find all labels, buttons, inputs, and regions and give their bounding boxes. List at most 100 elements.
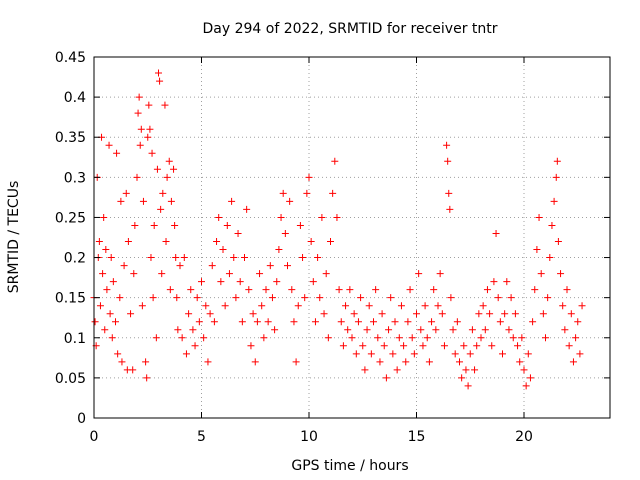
- data-point: [512, 310, 519, 317]
- data-point: [576, 350, 583, 357]
- data-point: [92, 318, 99, 325]
- data-point: [523, 382, 530, 389]
- data-point: [207, 310, 214, 317]
- data-point: [220, 246, 227, 253]
- data-point: [252, 358, 259, 365]
- data-point: [542, 334, 549, 341]
- data-point: [97, 302, 104, 309]
- data-point: [137, 142, 144, 149]
- data-point: [419, 342, 426, 349]
- data-point: [102, 246, 109, 253]
- data-point: [96, 238, 103, 245]
- data-point: [441, 342, 448, 349]
- data-point: [559, 302, 566, 309]
- data-point: [256, 270, 263, 277]
- data-point: [237, 278, 244, 285]
- data-point: [166, 158, 173, 165]
- data-point: [103, 286, 110, 293]
- x-axis-ticks: 0 5 10 15 20: [90, 57, 533, 445]
- data-point: [100, 214, 107, 221]
- data-point: [130, 270, 137, 277]
- data-point: [531, 286, 538, 293]
- x-tick-label: 20: [515, 429, 533, 445]
- data-point: [173, 294, 180, 301]
- data-point: [109, 334, 116, 341]
- data-point: [454, 318, 461, 325]
- data-point: [415, 270, 422, 277]
- data-point: [570, 358, 577, 365]
- data-point: [536, 214, 543, 221]
- data-point: [113, 150, 120, 157]
- data-point: [156, 78, 163, 85]
- data-point: [211, 318, 218, 325]
- data-point: [572, 334, 579, 341]
- y-tick-label: 0: [77, 411, 86, 427]
- data-point: [134, 174, 141, 181]
- data-point: [555, 238, 562, 245]
- data-point: [357, 294, 364, 301]
- data-point: [171, 222, 178, 229]
- data-point: [125, 238, 132, 245]
- data-point: [376, 358, 383, 365]
- data-point: [430, 286, 437, 293]
- data-point: [366, 302, 373, 309]
- x-tick-label: 0: [90, 429, 99, 445]
- data-point: [439, 310, 446, 317]
- data-point: [303, 190, 310, 197]
- data-point: [490, 278, 497, 285]
- data-point: [213, 238, 220, 245]
- data-point: [521, 366, 528, 373]
- data-point: [278, 214, 285, 221]
- data-point: [340, 342, 347, 349]
- data-point: [497, 318, 504, 325]
- data-point: [480, 302, 487, 309]
- data-point: [568, 310, 575, 317]
- y-tick-label: 0.4: [64, 90, 86, 106]
- data-point: [325, 334, 332, 341]
- data-point: [318, 214, 325, 221]
- data-point: [112, 318, 119, 325]
- data-point: [447, 294, 454, 301]
- data-point: [413, 310, 420, 317]
- data-point: [501, 310, 508, 317]
- data-point: [200, 334, 207, 341]
- data-point: [131, 222, 138, 229]
- data-point: [321, 310, 328, 317]
- data-point: [198, 278, 205, 285]
- data-point: [484, 286, 491, 293]
- data-point: [564, 286, 571, 293]
- data-point: [108, 254, 115, 261]
- data-point: [282, 230, 289, 237]
- data-point: [432, 326, 439, 333]
- y-tick-label: 0.3: [64, 170, 86, 186]
- data-point: [333, 214, 340, 221]
- data-point: [446, 206, 453, 213]
- data-point: [351, 310, 358, 317]
- data-point: [437, 270, 444, 277]
- data-point: [392, 318, 399, 325]
- data-point: [346, 286, 353, 293]
- data-point: [107, 310, 114, 317]
- data-point: [510, 334, 517, 341]
- y-tick-label: 0.25: [55, 210, 86, 226]
- data-point: [145, 102, 152, 109]
- data-point: [290, 318, 297, 325]
- data-point: [327, 238, 334, 245]
- data-point: [138, 126, 145, 133]
- data-point: [527, 374, 534, 381]
- data-point: [301, 294, 308, 301]
- data-point: [151, 222, 158, 229]
- data-point: [359, 342, 366, 349]
- data-point: [518, 334, 525, 341]
- data-point: [295, 302, 302, 309]
- data-point: [529, 318, 536, 325]
- data-point: [495, 294, 502, 301]
- data-point: [336, 286, 343, 293]
- data-point: [364, 326, 371, 333]
- data-point: [226, 270, 233, 277]
- data-point: [473, 342, 480, 349]
- data-point: [209, 262, 216, 269]
- data-point: [422, 302, 429, 309]
- data-point: [142, 358, 149, 365]
- data-point: [308, 238, 315, 245]
